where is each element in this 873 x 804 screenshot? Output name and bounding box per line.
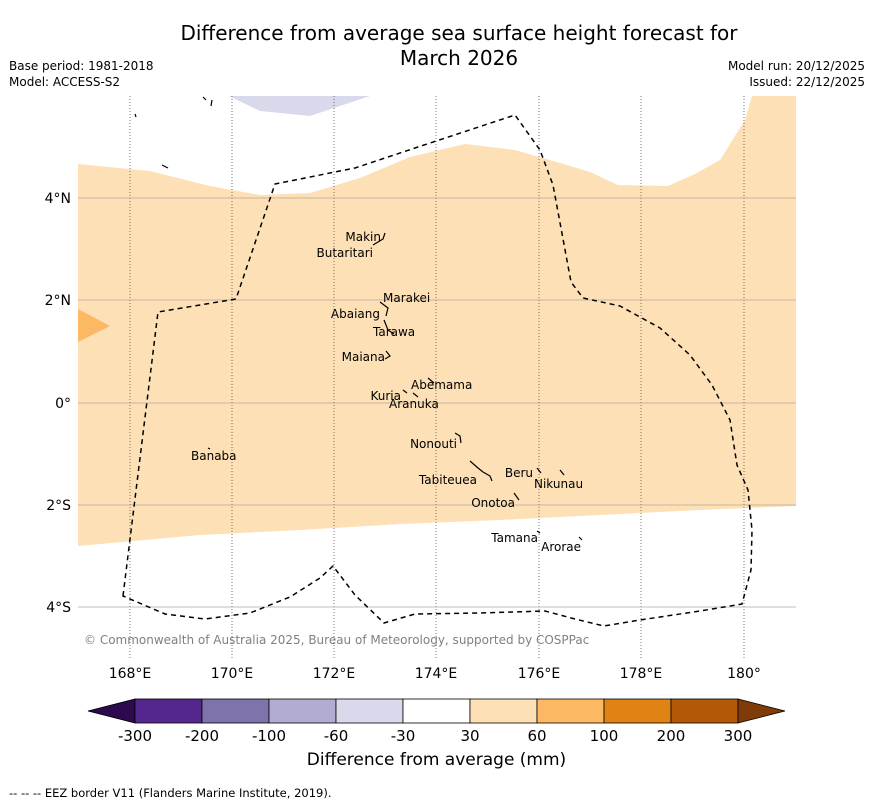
lon-label-180: 180° (727, 666, 761, 682)
colorbar-extend-low (87, 698, 136, 724)
colorbar-bin-2 (201, 698, 270, 724)
island-abemama-shape (427, 377, 435, 384)
island-label-aranuka: Aranuka (389, 397, 439, 411)
island-label-maiana: Maiana (342, 350, 385, 364)
island-labels: Makin Butaritari Marakei Abaiang Tarawa … (191, 230, 583, 554)
graticule (129, 96, 745, 659)
map-area: Makin Butaritari Marakei Abaiang Tarawa … (78, 96, 796, 659)
island-label-tarawa: Tarawa (372, 325, 415, 339)
colorbar-bin-7 (536, 698, 605, 724)
lon-label-172: 172°E (313, 666, 356, 682)
map-title-line2: March 2026 (399, 46, 519, 70)
lon-label-176: 176°E (518, 666, 561, 682)
island-label-kuria: Kuria (371, 389, 402, 403)
island-tamana-shape (536, 530, 541, 534)
model-run: Model run: 20/12/2025 (727, 59, 865, 73)
colorbar-extend-high (737, 698, 786, 724)
meta-right: Model run: 20/12/2025 Issued: 22/12/2025 (728, 58, 865, 90)
island-banaba-shape (207, 447, 211, 450)
colorbar-bin-3 (268, 698, 337, 724)
lat-tick-labels: 4°N 2°N 0° 2°S 4°S (45, 191, 72, 616)
eez-legend-note: -- -- -- EEZ border V11 (Flanders Marine… (9, 786, 332, 800)
island-nonouti-shape (454, 432, 462, 444)
cb-tick-neg200: -200 (185, 727, 219, 745)
island-kuria-aranuka-shape (402, 389, 419, 398)
anomaly-patch-neg60-neg30 (229, 96, 370, 116)
island-label-arorae: Arorae (541, 540, 581, 554)
model-name: Model: ACCESS-S2 (9, 75, 121, 89)
island-label-butaritari: Butaritari (317, 246, 374, 260)
anomaly-patch-60-100 (78, 309, 110, 342)
lat-label-4s: 4°S (46, 600, 71, 616)
island-makin-shape (372, 232, 386, 246)
colorbar-ticks: -300 -200 -100 -60 -30 30 60 100 200 300 (118, 727, 752, 745)
issued-date: Issued: 22/12/2025 (749, 75, 865, 89)
cb-tick-neg30: -30 (391, 727, 416, 745)
colorbar-bin-5 (402, 698, 471, 724)
island-arorae-shape (578, 536, 583, 541)
lat-label-4n: 4°N (45, 191, 71, 207)
colorbar (87, 698, 786, 724)
cb-tick-300: 300 (724, 727, 753, 745)
island-beru-shape (536, 467, 542, 474)
island-nikunau-shape (559, 469, 565, 476)
island-onotoa-shape (513, 492, 520, 501)
lon-label-168: 168°E (109, 666, 152, 682)
island-label-marakei: Marakei (383, 291, 430, 305)
lat-label-2n: 2°N (45, 293, 71, 309)
colorbar-bin-8 (603, 698, 672, 724)
anomaly-band-30-60 (78, 96, 796, 546)
colorbar-bin-9 (670, 698, 739, 724)
copyright-notice: © Commonwealth of Australia 2025, Bureau… (84, 633, 589, 647)
island-label-beru: Beru (505, 466, 533, 480)
island-tabiteuea-shape (469, 460, 493, 482)
island-label-makin: Makin (345, 230, 381, 244)
lon-label-178: 178°E (620, 666, 663, 682)
island-label-tabiteuea: Tabiteuea (418, 473, 477, 487)
eez-border (122, 114, 753, 627)
map-title-line1: Difference from average sea surface heig… (180, 21, 738, 45)
lat-label-2s: 2°S (46, 498, 71, 514)
colorbar-bin-6 (469, 698, 538, 724)
cb-tick-neg60: -60 (324, 727, 349, 745)
island-label-nikunau: Nikunau (534, 477, 583, 491)
cb-tick-neg100: -100 (252, 727, 286, 745)
meta-left: Base period: 1981-2018 Model: ACCESS-S2 (9, 58, 154, 90)
lat-label-0: 0° (55, 396, 71, 412)
island-shapes (134, 96, 583, 541)
cb-tick-neg300: -300 (118, 727, 152, 745)
lon-tick-labels: 168°E 170°E 172°E 174°E 176°E 178°E 180° (109, 666, 761, 682)
island-label-banaba: Banaba (191, 449, 237, 463)
misc-islet-shapes (134, 96, 213, 169)
lon-label-174: 174°E (415, 666, 458, 682)
island-label-nonouti: Nonouti (410, 437, 457, 451)
parallels (78, 197, 796, 608)
island-abaiang-shape (379, 301, 389, 317)
lon-label-170: 170°E (211, 666, 254, 682)
colorbar-label: Difference from average (mm) (306, 750, 567, 770)
map-title: Difference from average sea surface heig… (0, 21, 873, 71)
island-tarawa-shape (383, 319, 395, 335)
cb-tick-30: 30 (460, 727, 479, 745)
cb-tick-60: 60 (527, 727, 546, 745)
island-label-onotoa: Onotoa (471, 496, 515, 510)
cb-tick-200: 200 (657, 727, 686, 745)
island-label-tamana: Tamana (490, 531, 538, 545)
base-period: Base period: 1981-2018 (9, 59, 154, 73)
colorbar-bin-1 (134, 698, 203, 724)
colorbar-bin-4 (335, 698, 404, 724)
island-label-abemama: Abemama (411, 378, 472, 392)
cb-tick-100: 100 (590, 727, 619, 745)
island-label-abaiang: Abaiang (331, 307, 380, 321)
island-maiana-shape (384, 350, 391, 360)
